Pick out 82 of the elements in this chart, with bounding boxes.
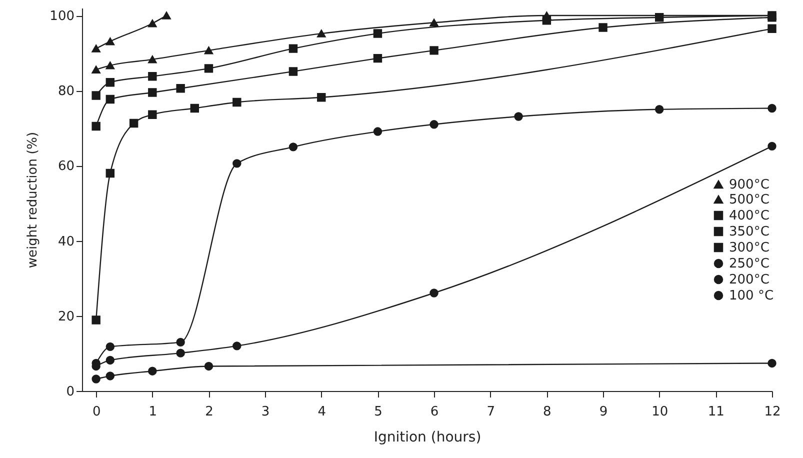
x-tick-label: 11 (708, 404, 724, 420)
x-tick-label: 4 (318, 404, 326, 420)
legend-label: 100 °C (729, 288, 774, 304)
point (148, 20, 157, 28)
point (288, 142, 298, 152)
legend-label: 350°C (729, 224, 770, 240)
point (92, 91, 100, 100)
point (106, 94, 115, 104)
x-tick-label: 5 (374, 404, 382, 420)
legend-label: 200°C (729, 272, 770, 288)
point (654, 105, 664, 114)
point (176, 348, 185, 358)
point (317, 93, 326, 102)
x-axis-title: Ignition (hours) (374, 430, 482, 446)
point (92, 374, 100, 384)
y-tick-label: 40 (58, 234, 74, 250)
point (654, 13, 664, 22)
legend-label: 500°C (729, 192, 770, 208)
point (317, 30, 326, 38)
point (204, 362, 214, 371)
point (148, 72, 157, 81)
point (232, 159, 242, 168)
point (106, 78, 115, 87)
point (92, 316, 100, 324)
point (288, 44, 298, 53)
x-tick-label: 7 (486, 404, 496, 420)
point (373, 127, 382, 136)
x-tick-label: 6 (430, 404, 439, 420)
point (542, 16, 552, 25)
point (92, 66, 100, 74)
x-tick-label: 0 (92, 404, 101, 420)
point (373, 54, 382, 63)
point (373, 29, 382, 38)
point (430, 120, 438, 129)
point (232, 98, 242, 107)
legend-label: 250°C (729, 256, 770, 272)
point (148, 56, 157, 64)
point (768, 24, 776, 34)
point (148, 110, 157, 119)
y-tick-label: 100 (50, 9, 74, 24)
x-tick-label: 3 (261, 404, 270, 420)
point (190, 104, 200, 113)
point (106, 62, 115, 70)
legend-label: 300°C (729, 240, 770, 256)
point (106, 38, 115, 46)
point (148, 366, 157, 376)
y-tick-label: 0 (66, 384, 74, 400)
point (204, 46, 214, 54)
point (430, 46, 438, 55)
point (514, 112, 523, 121)
point (148, 88, 157, 97)
y-axis-title: weight reduction (%) (26, 132, 41, 268)
legend-label: 900°C (729, 178, 770, 192)
legend-label: 400°C (729, 208, 770, 224)
point (768, 104, 776, 113)
x-tick-label: 9 (599, 404, 608, 420)
point (106, 342, 115, 352)
y-tick-label: 80 (58, 84, 74, 100)
point (176, 338, 185, 347)
point (768, 142, 776, 151)
point (768, 358, 776, 368)
point (92, 44, 100, 52)
x-tick-label: 10 (652, 404, 668, 420)
y-tick-label: 20 (58, 309, 74, 324)
point (106, 168, 115, 178)
point (288, 67, 298, 76)
point (106, 356, 115, 365)
point (430, 288, 438, 298)
point (106, 372, 115, 380)
point (204, 64, 214, 73)
y-tick-label: 60 (58, 159, 74, 174)
point (232, 342, 242, 350)
point (129, 118, 138, 128)
x-tick-label: 2 (205, 404, 214, 420)
point (162, 12, 171, 20)
point (92, 122, 100, 131)
point (598, 23, 608, 32)
x-tick-label: 12 (764, 404, 781, 420)
x-tick-label: 8 (543, 404, 552, 420)
point (176, 84, 185, 93)
x-tick-label: 1 (148, 404, 158, 420)
point (430, 18, 438, 27)
